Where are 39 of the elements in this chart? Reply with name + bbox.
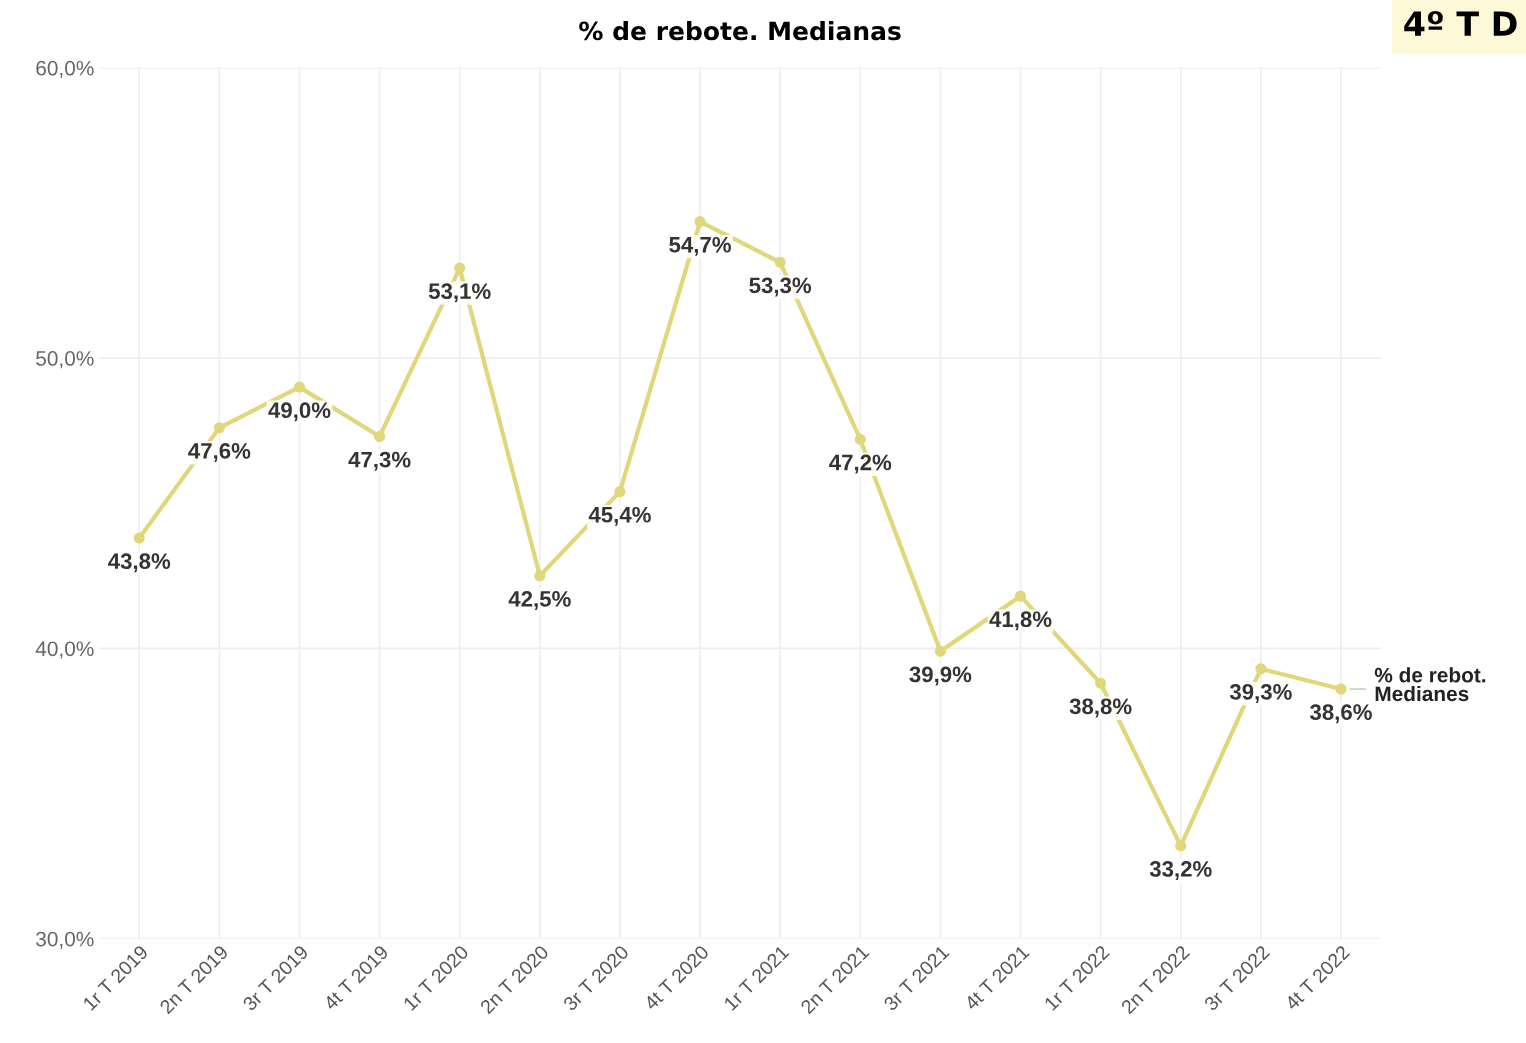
- chart-title: % de rebote. Medianas: [579, 21, 901, 41]
- point: [374, 430, 386, 443]
- point: [454, 262, 466, 274]
- point: [1335, 683, 1347, 695]
- data-label: 53,3%: [749, 277, 812, 297]
- data-label: 45,4%: [588, 506, 651, 526]
- data-label: 38,8%: [1069, 698, 1132, 718]
- data-label: 53,1%: [428, 283, 491, 303]
- point: [694, 216, 706, 228]
- point: [293, 381, 306, 393]
- series-label: % de rebot. Medianes: [1374, 667, 1486, 702]
- point: [1095, 677, 1107, 689]
- data-label: 42,5%: [508, 591, 571, 611]
- data-label: 47,2%: [829, 454, 892, 474]
- data-label: 38,6%: [1309, 704, 1372, 724]
- point: [1175, 840, 1187, 852]
- data-label: 47,6%: [188, 443, 251, 462]
- data-label: 49,0%: [268, 402, 331, 422]
- data-label: 39,3%: [1229, 683, 1292, 703]
- point: [1014, 590, 1027, 602]
- data-label: 43,8%: [108, 553, 171, 573]
- point: [1255, 663, 1267, 675]
- point: [213, 422, 225, 434]
- text: 4º T D: [1404, 11, 1517, 36]
- point: [854, 433, 866, 445]
- point: [534, 570, 546, 582]
- point: [774, 256, 786, 268]
- y-tick-label: 30,0%: [36, 931, 94, 949]
- data-label: 39,9%: [909, 666, 972, 686]
- y-tick-label: 40,0%: [35, 641, 94, 659]
- y-tick-label: 60,0%: [36, 60, 94, 79]
- point: [934, 645, 946, 657]
- data-label: 47,3%: [348, 451, 411, 471]
- y-tick-label: 50,0%: [36, 351, 94, 369]
- point: [133, 532, 145, 544]
- data-label: 33,2%: [1149, 861, 1212, 880]
- data-label: 41,8%: [989, 611, 1052, 631]
- point: [614, 486, 626, 498]
- data-label: 54,7%: [669, 236, 731, 256]
